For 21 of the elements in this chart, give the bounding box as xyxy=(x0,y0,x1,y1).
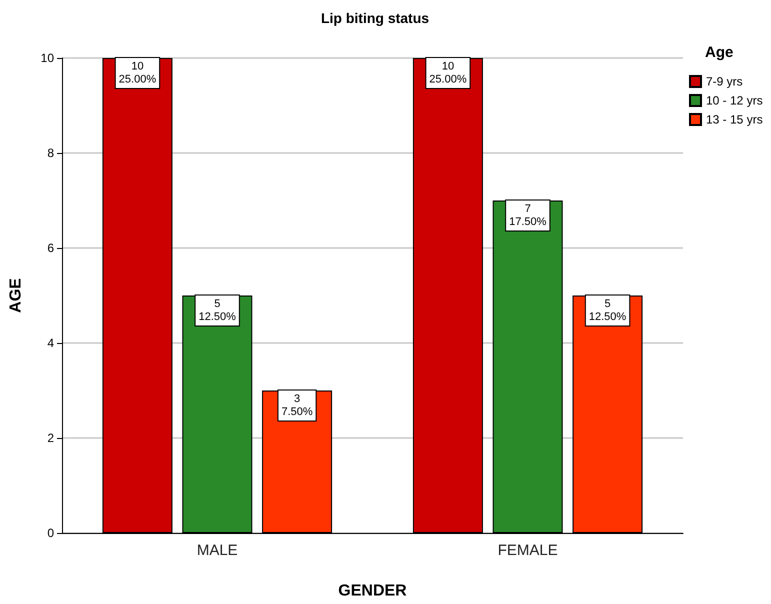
y-tick-label: 10 xyxy=(40,51,54,65)
x-tick-label: MALE xyxy=(196,542,238,559)
legend-title: Age xyxy=(705,44,734,61)
data-label: 3 7.50% xyxy=(281,393,313,418)
y-tick-label: 2 xyxy=(47,431,54,445)
y-tick-label: 0 xyxy=(47,526,54,540)
data-label: 10 25.00% xyxy=(118,60,156,86)
y-tick-label: 8 xyxy=(47,146,54,160)
data-label: 5 12.50% xyxy=(198,298,236,323)
chart-title: Lip biting status xyxy=(320,10,430,26)
data-label: 5 12.50% xyxy=(588,298,626,323)
legend-label: 7-9 yrs xyxy=(706,74,743,88)
legend-label: 13 - 15 yrs xyxy=(706,112,763,126)
y-tick-label: 4 xyxy=(47,336,54,350)
data-label: 10 25.00% xyxy=(429,60,467,86)
x-axis-title: GENDER xyxy=(338,582,408,600)
y-tick-label: 6 xyxy=(47,241,54,255)
legend-label: 10 - 12 yrs xyxy=(706,94,763,108)
y-axis-title: AGE xyxy=(8,278,24,313)
x-tick-label: FEMALE xyxy=(498,542,558,559)
data-label: 7 17.50% xyxy=(509,203,547,228)
